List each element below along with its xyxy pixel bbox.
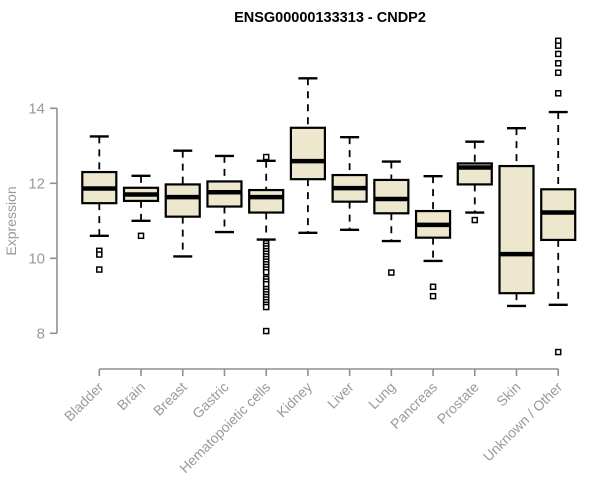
box-series (81, 37, 577, 356)
outlier-point (554, 69, 562, 76)
outlier-point (554, 50, 562, 58)
x-tick-label: Brain (114, 379, 148, 413)
box-group-prostate (456, 140, 493, 224)
x-tick-label: Bladder (61, 379, 107, 425)
outlier-point (429, 292, 437, 300)
outlier-point (554, 90, 562, 97)
outlier-point (554, 348, 562, 356)
y-tick-label: 12 (28, 175, 45, 192)
iqr-box (498, 164, 535, 295)
box-group-unknown-other (540, 37, 577, 356)
x-tick-label: Lung (365, 379, 398, 412)
box-group-brain (122, 174, 160, 240)
y-tick-label: 8 (37, 325, 45, 342)
box-group-gastric (206, 154, 243, 234)
box-group-bladder (81, 135, 118, 273)
outlier-point (96, 251, 103, 258)
outlier-point (262, 327, 270, 335)
x-tick-label: Breast (150, 379, 190, 419)
x-tick-label: Kidney (273, 379, 315, 421)
outlier-point (262, 153, 270, 161)
outlier-point (554, 60, 562, 67)
y-tick-label: 14 (28, 100, 45, 117)
outlier-point (262, 268, 270, 276)
x-tick-label: Unknown / Other (480, 379, 566, 465)
x-tick-label: Skin (493, 379, 524, 410)
outlier-point (388, 269, 395, 276)
iqr-box (289, 126, 326, 181)
box-group-pancreas (414, 174, 452, 300)
box-group-lung (373, 160, 410, 276)
iqr-box (164, 183, 201, 218)
outlier-point (137, 232, 145, 240)
box-group-hematopoietic-cells (248, 153, 285, 335)
outlier-point (96, 266, 103, 273)
outlier-point (262, 303, 270, 311)
x-tick-label: Prostate (434, 379, 482, 427)
outlier-point (554, 42, 562, 49)
box-group-liver (331, 135, 368, 232)
box-group-breast (164, 149, 201, 258)
outlier-point (471, 216, 479, 224)
iqr-box (248, 188, 285, 214)
outlier-point (429, 283, 437, 291)
box-group-kidney (289, 77, 326, 235)
y-axis-title: Expression (3, 186, 19, 255)
box-group-skin (498, 126, 535, 308)
x-tick-label: Liver (324, 379, 357, 412)
chart-title: ENSG00000133313 - CNDP2 (234, 10, 426, 26)
iqr-box (373, 178, 410, 215)
y-tick-label: 10 (28, 250, 45, 267)
